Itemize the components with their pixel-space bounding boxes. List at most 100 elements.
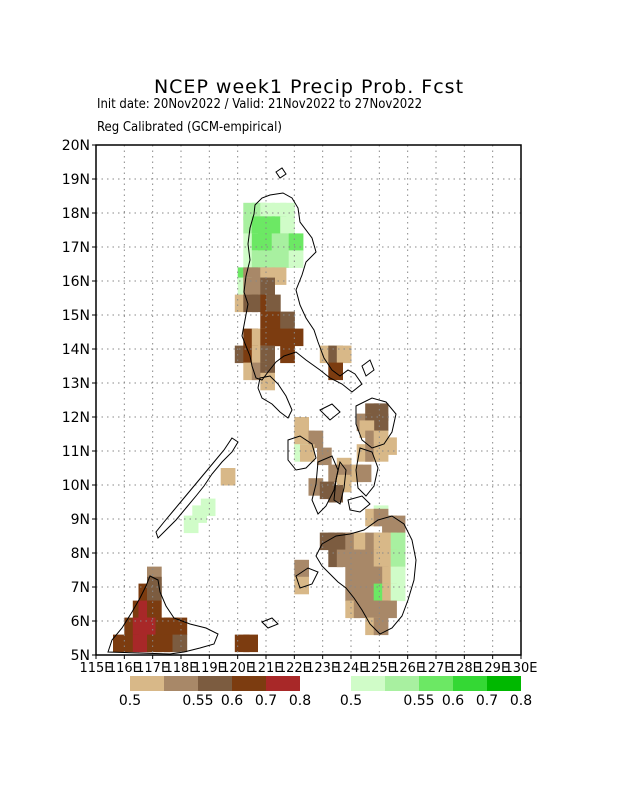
lon-label: 129E — [476, 661, 509, 676]
lon-label: 117E — [136, 661, 169, 676]
legend-wet-label: 0.5 — [339, 693, 363, 709]
prob-cell — [280, 202, 295, 221]
prob-cell — [300, 444, 315, 462]
coastline-mindanao — [315, 515, 417, 635]
prob-cell — [390, 566, 406, 585]
legend-dry-swatch — [232, 676, 266, 691]
lon-label: 126E — [391, 661, 424, 676]
legend-dry-swatch — [266, 676, 300, 691]
legend-dry-label: 0.8 — [288, 693, 312, 709]
prob-cell — [328, 362, 343, 381]
prob-cell — [280, 216, 295, 234]
prob-cell — [147, 600, 162, 619]
lon-label: 120E — [221, 661, 254, 676]
prob-cell — [274, 328, 290, 347]
coastline-masbate — [319, 403, 341, 421]
prob-cell — [280, 311, 295, 330]
prob-cell — [328, 485, 343, 503]
prob-cell — [353, 532, 369, 551]
latitude-labels: 5N 6N 7N 8N 9N 10N 11N 12N 13N 14N 15N 16N 17N 18N 19N… — [62, 138, 96, 664]
lat-label: 13N — [62, 376, 90, 392]
legend-wet-swatch — [385, 676, 419, 691]
prob-cell — [390, 583, 406, 602]
legend-wet-label: 0.6 — [441, 693, 465, 709]
lat-label: 6N — [71, 614, 90, 630]
lat-label: 15N — [62, 308, 90, 324]
map-title: NCEP week1 Precip Prob. Fcst — [153, 76, 465, 98]
coastline-samar — [355, 397, 397, 449]
coastline-palawan — [155, 437, 239, 539]
lat-label: 12N — [62, 410, 90, 426]
coastline-catanduanes — [361, 359, 375, 377]
coastline-babuyan — [275, 167, 287, 179]
lon-label: 116E — [108, 661, 141, 676]
prob-cell — [113, 634, 128, 653]
prob-cell — [172, 634, 188, 653]
lat-label: 16N — [62, 274, 90, 290]
prob-cell — [373, 413, 389, 432]
prob-cell — [317, 447, 332, 466]
coastline-zamboanga — [295, 567, 319, 589]
prob-cell — [382, 600, 397, 619]
prob-cell — [260, 202, 275, 221]
prob-cell — [356, 464, 372, 483]
legend-dry-label: 0.55 — [182, 693, 214, 709]
lon-label: 119E — [193, 661, 226, 676]
prob-cell — [260, 250, 275, 268]
lat-label: 5N — [71, 648, 90, 664]
lat-label: 11N — [62, 444, 90, 460]
prob-cell — [147, 583, 162, 602]
prob-cell — [373, 444, 389, 462]
legend-wet-swatch — [453, 676, 487, 691]
prob-cell — [260, 345, 275, 364]
legend-wet-label: 0.8 — [509, 693, 533, 709]
lon-label: 118E — [164, 661, 197, 676]
prob-cell — [260, 372, 275, 391]
legend-dry-swatch — [130, 676, 164, 691]
prob-cell — [373, 617, 389, 636]
coastline-panay — [287, 435, 317, 471]
prob-cell — [294, 559, 309, 578]
coastline-mindoro — [257, 375, 293, 419]
legend-dry-swatch — [164, 676, 198, 691]
legend-wet-swatch — [351, 676, 385, 691]
prob-cell — [288, 233, 304, 251]
map-frame — [95, 144, 522, 656]
prob-cell — [353, 583, 369, 602]
lat-label: 20N — [62, 138, 90, 154]
grid-lines — [96, 145, 521, 655]
prob-cell — [200, 498, 216, 517]
coastline-leyte — [355, 447, 379, 497]
prob-cell — [266, 311, 281, 330]
prob-cell — [266, 294, 281, 313]
legend-wet-label: 0.55 — [403, 693, 435, 709]
lat-label: 10N — [62, 478, 90, 494]
init-date-line: Init date: 20Nov2022 / Valid: 21Nov2022 … — [97, 97, 423, 112]
legend-below-normal — [130, 676, 300, 691]
prob-cell — [308, 478, 324, 496]
prob-cell — [390, 549, 406, 568]
prob-cell — [288, 328, 304, 347]
prob-cell — [271, 267, 287, 285]
lat-label: 14N — [62, 342, 90, 358]
lat-label: 18N — [62, 206, 90, 222]
prob-cell — [336, 345, 352, 364]
legend-wet-swatch — [419, 676, 453, 691]
method-line: Reg Calibrated (GCM-empirical) — [97, 120, 282, 135]
legend-dry-swatch — [198, 676, 232, 691]
legend-dry-label: 0.7 — [254, 693, 278, 709]
lat-label: 17N — [62, 240, 90, 256]
lat-label: 19N — [62, 172, 90, 188]
prob-cell — [260, 216, 275, 234]
lon-label: 125E — [363, 661, 396, 676]
probability-cells — [113, 202, 406, 653]
lat-label: 8N — [71, 546, 90, 562]
coastline-cebu — [333, 460, 347, 505]
legend-wet-swatch — [487, 676, 521, 691]
lon-label: 122E — [278, 661, 311, 676]
lon-label: 127E — [419, 661, 452, 676]
lon-label: 121E — [249, 661, 282, 676]
legend-above-normal — [351, 676, 521, 691]
coastline-sulu — [261, 617, 279, 629]
